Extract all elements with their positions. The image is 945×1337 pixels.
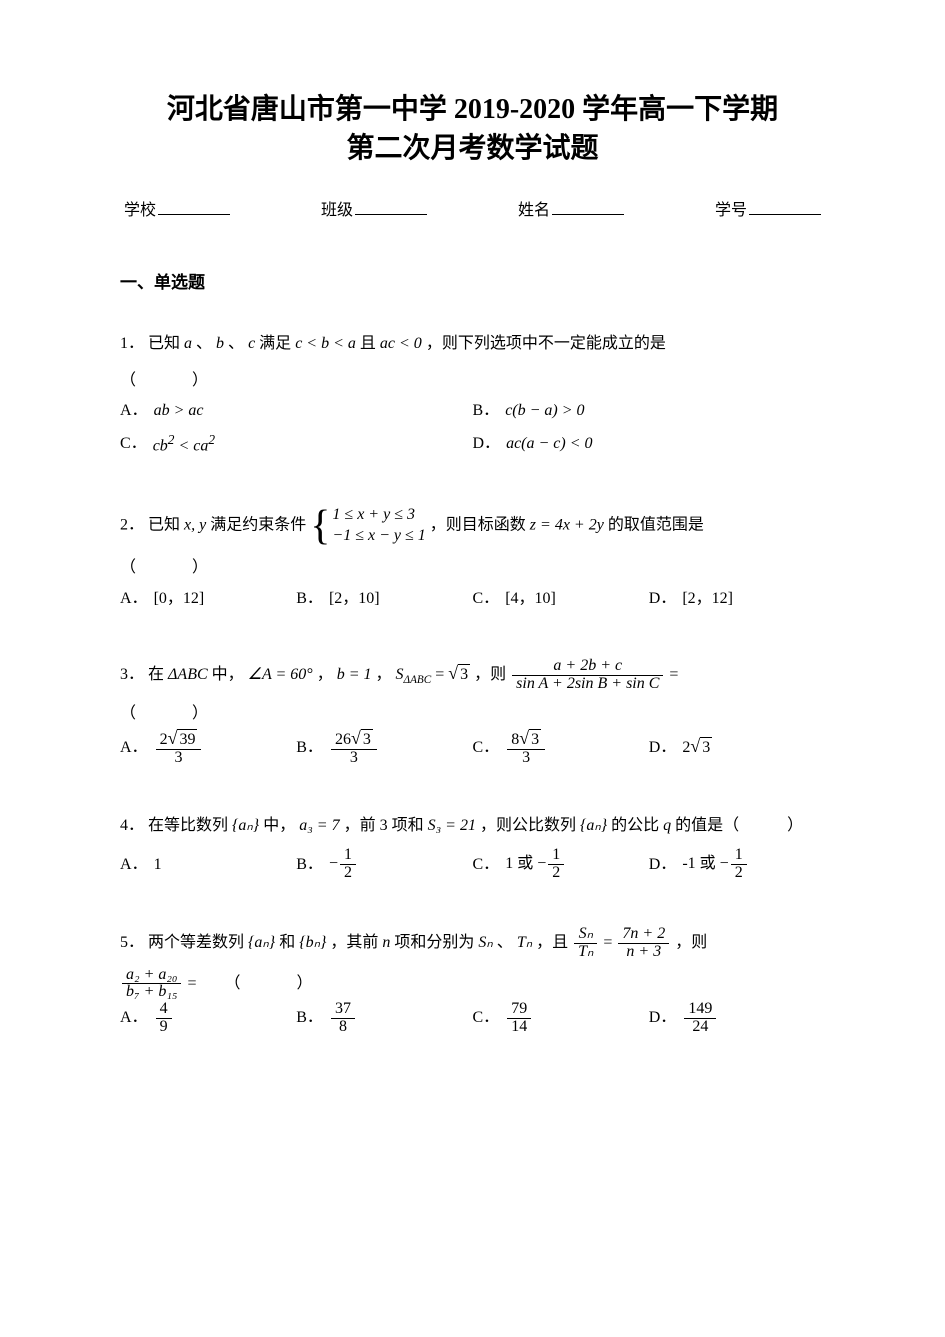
page-title: 河北省唐山市第一中学 2019-2020 学年高一下学期 第二次月考数学试题 (120, 90, 825, 168)
q2-option-d: D．[2，12] (649, 584, 825, 614)
q3-option-d: D． 2√3 (649, 729, 825, 767)
q4-stem: 4． 在等比数列 {aₙ} 中， a₃ = 7 ，前 3 项和 S₃ = 21 … (120, 811, 825, 841)
id-field: 学号 (715, 196, 821, 220)
q5-options: A． 49 B． 378 C． 7914 D． 14924 (120, 1001, 825, 1036)
q1-option-a: A． ab > ac (120, 396, 473, 426)
q3-stem: 3． 在 ΔABC 中， ∠A = 60° ， b = 1 ， SΔABC = … (120, 658, 825, 693)
q3-fraction: a + 2b + c sin A + 2sin B + sin C (512, 658, 663, 693)
q5-stem: 5． 两个等差数列 {aₙ} 和 {bₙ} ，其前 n 项和分别为 Sₙ 、 T… (120, 926, 825, 961)
section-1-heading: 一、单选题 (120, 268, 825, 293)
q3-option-b: B． 26√33 (296, 729, 472, 767)
q4-option-b: B． −12 (296, 847, 472, 882)
q4-option-a: A．1 (120, 847, 296, 882)
q5-blank: （ ） (225, 975, 315, 992)
id-label: 学号 (715, 196, 747, 220)
q5-ratio-right: 7n + 2 n + 3 (618, 926, 669, 961)
school-field: 学校 (124, 196, 230, 220)
class-field: 班级 (321, 196, 427, 220)
q1-options: A． ab > ac B． c(b − a) > 0 C． cb2 < ca2 … (120, 396, 825, 461)
q5-option-c: C． 7914 (473, 1001, 649, 1036)
q2-option-c: C．[4，10] (473, 584, 649, 614)
q1-number: 1． (120, 335, 144, 352)
question-2: 2． 已知 x, y 满足约束条件 { 1 ≤ x + y ≤ 3 −1 ≤ x… (120, 505, 825, 614)
q5-target-fraction: a₂ + a₂₀ b₇ + b₁₅ (122, 967, 181, 1002)
id-blank (749, 198, 821, 215)
q4-number: 4． (120, 817, 144, 834)
left-brace-icon: { (310, 505, 330, 547)
sqrt-icon: √3 (448, 664, 470, 684)
title-line-1: 河北省唐山市第一中学 2019-2020 学年高一下学期 (120, 90, 825, 129)
school-blank (158, 198, 230, 215)
q2-number: 2． (120, 517, 144, 534)
q3-options: A． 2√393 B． 26√33 C． 8√33 D． 2√3 (120, 729, 825, 767)
q1-option-b: B． c(b − a) > 0 (473, 396, 826, 426)
q2-options: A．[0，12] B．[2，10] C．[4，10] D．[2，12] (120, 584, 825, 614)
class-label: 班级 (321, 196, 353, 220)
q3-blank: （ ） (120, 699, 825, 729)
question-5: 5． 两个等差数列 {aₙ} 和 {bₙ} ，其前 n 项和分别为 Sₙ 、 T… (120, 926, 825, 1036)
q1-blank: （ ） (120, 366, 825, 396)
q2-blank: （ ） (120, 553, 825, 583)
q4-option-d: D． -1 或 −12 (649, 847, 825, 882)
q5-option-b: B． 378 (296, 1001, 472, 1036)
q2-constraint-system: { 1 ≤ x + y ≤ 3 −1 ≤ x − y ≤ 1 (310, 505, 426, 547)
question-3: 3． 在 ΔABC 中， ∠A = 60° ， b = 1 ， SΔABC = … (120, 658, 825, 767)
q3-number: 3． (120, 666, 144, 683)
name-label: 姓名 (518, 196, 550, 220)
q1-option-d: D． ac(a − c) < 0 (473, 427, 826, 462)
q2-option-a: A．[0，12] (120, 584, 296, 614)
title-line-2: 第二次月考数学试题 (120, 129, 825, 168)
q5-ratio-left: Sₙ Tₙ (574, 926, 597, 961)
name-field: 姓名 (518, 196, 624, 220)
student-info-row: 学校 班级 姓名 学号 (120, 196, 825, 220)
q4-options: A．1 B． −12 C． 1 或 −12 D． -1 或 −12 (120, 847, 825, 882)
question-4: 4． 在等比数列 {aₙ} 中， a₃ = 7 ，前 3 项和 S₃ = 21 … (120, 811, 825, 882)
name-blank (552, 198, 624, 215)
class-blank (355, 198, 427, 215)
q3-option-a: A． 2√393 (120, 729, 296, 767)
q4-option-c: C． 1 或 −12 (473, 847, 649, 882)
q5-option-d: D． 14924 (649, 1001, 825, 1036)
q5-option-a: A． 49 (120, 1001, 296, 1036)
q2-option-b: B．[2，10] (296, 584, 472, 614)
q1-option-c: C． cb2 < ca2 (120, 427, 473, 462)
q1-stem: 1． 已知 a 、 b 、 c 满足 c < b < a 且 ac < 0 ，则… (120, 329, 825, 359)
exam-page: 河北省唐山市第一中学 2019-2020 学年高一下学期 第二次月考数学试题 学… (0, 0, 945, 1337)
question-1: 1． 已知 a 、 b 、 c 满足 c < b < a 且 ac < 0 ，则… (120, 329, 825, 461)
q5-number: 5． (120, 934, 144, 951)
q3-option-c: C． 8√33 (473, 729, 649, 767)
q5-expr-line: a₂ + a₂₀ b₇ + b₁₅ = （ ） (120, 967, 825, 1002)
school-label: 学校 (124, 196, 156, 220)
q2-stem: 2． 已知 x, y 满足约束条件 { 1 ≤ x + y ≤ 3 −1 ≤ x… (120, 505, 825, 547)
